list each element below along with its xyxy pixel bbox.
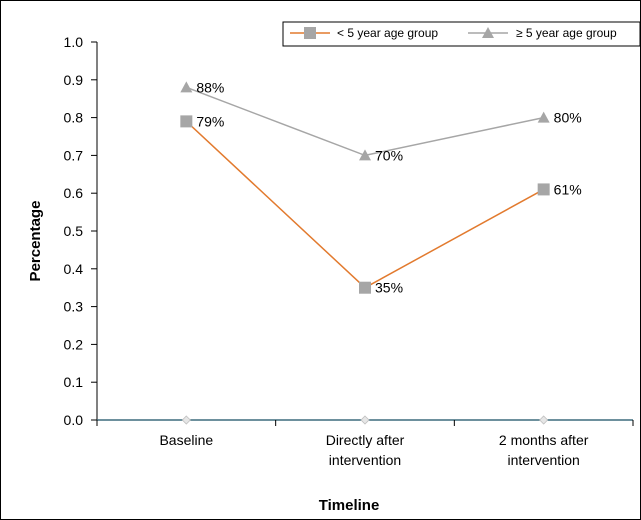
- data-label: 61%: [554, 181, 582, 197]
- square-marker: [537, 183, 550, 196]
- square-marker: [180, 115, 193, 128]
- x-tick-label: 2 months after intervention: [499, 432, 589, 468]
- legend-triangle-marker: [482, 27, 494, 38]
- y-tick-label: 0.9: [64, 72, 84, 88]
- legend-square-marker: [304, 27, 316, 39]
- x-axis: Baseline Directly after intervention 2 mont…: [96, 415, 634, 468]
- x-axis-title: Timeline: [319, 497, 380, 514]
- y-tick-label: 0.4: [64, 261, 84, 277]
- series-line: [186, 86, 544, 157]
- data-label: 88%: [196, 79, 224, 95]
- series-layer: [180, 81, 550, 294]
- y-tick-label: 0.2: [64, 336, 84, 352]
- data-label: 79%: [196, 113, 224, 129]
- square-marker: [359, 281, 371, 294]
- triangle-marker: [359, 149, 371, 161]
- baseline-marker: [539, 415, 549, 425]
- y-axis: 0.0 0.1 0.2 0.3 0.4 0.5 0.6 0.7 0.8 0.9 1.0: [64, 34, 98, 428]
- series-line: [185, 120, 545, 289]
- baseline-marker: [360, 415, 370, 425]
- legend: < 5 year age group ≥ 5 year age group: [282, 21, 641, 47]
- y-tick-label: 0.3: [64, 299, 84, 315]
- y-tick-label: 0.0: [64, 412, 84, 428]
- triangle-marker: [537, 111, 550, 123]
- data-label: 80%: [554, 110, 582, 126]
- data-label: 35%: [375, 280, 403, 296]
- data-labels: 88% 70% 80% 79% 35% 61%: [196, 79, 581, 295]
- y-tick-label: 0.5: [64, 223, 84, 239]
- y-tick-label: 0.8: [64, 110, 84, 126]
- x-tick-label: Baseline: [159, 432, 213, 448]
- legend-label: ≥ 5 year age group: [516, 26, 617, 40]
- data-label: 70%: [375, 147, 403, 163]
- y-tick-label: 1.0: [64, 34, 84, 50]
- legend-box: [282, 21, 641, 47]
- y-tick-label: 0.1: [64, 374, 84, 390]
- y-tick-label: 0.7: [64, 147, 84, 163]
- y-axis-title: Percentage: [27, 201, 44, 282]
- y-tick-label: 0.6: [64, 185, 84, 201]
- triangle-marker: [180, 81, 193, 93]
- x-tick-label: Directly after intervention: [326, 432, 405, 468]
- baseline-marker: [181, 415, 191, 425]
- legend-label: < 5 year age group: [337, 26, 438, 40]
